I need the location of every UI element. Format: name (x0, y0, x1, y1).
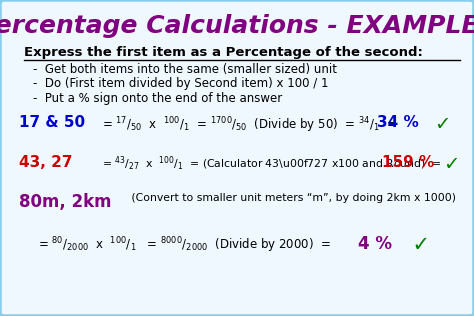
Text: Percentage Calculations - EXAMPLES: Percentage Calculations - EXAMPLES (0, 14, 474, 38)
Text: 4 %: 4 % (358, 235, 392, 253)
Text: ✓: ✓ (434, 115, 450, 134)
Text: 17 & 50: 17 & 50 (19, 115, 85, 130)
Text: -  Put a % sign onto the end of the answer: - Put a % sign onto the end of the answe… (33, 92, 283, 105)
Text: Express the first item as a Percentage of the second:: Express the first item as a Percentage o… (24, 46, 423, 59)
Text: = $^{43}/_{27}$  x  $^{100}/_{1}$  = (Calculator 43\u00f727 x100 and Round)  =: = $^{43}/_{27}$ x $^{100}/_{1}$ = (Calcu… (102, 155, 442, 173)
Text: 34 %: 34 % (377, 115, 419, 130)
Text: 159 %: 159 % (382, 155, 434, 170)
Text: = $^{17}/_{50}$  x  $^{100}/_{1}$  = $^{1700}/_{50}$  (Divide by 50)  = $^{34}/_: = $^{17}/_{50}$ x $^{100}/_{1}$ = $^{170… (102, 115, 397, 135)
Text: ✓: ✓ (443, 155, 460, 174)
Text: (Convert to smaller unit meters “m”, by doing 2km x 1000): (Convert to smaller unit meters “m”, by … (121, 193, 456, 203)
Text: 80m, 2km: 80m, 2km (19, 193, 111, 211)
Text: = $^{80}/_{2000}$  x  $^{100}/_{1}$   = $^{8000}/_{2000}$  (Divide by 2000)  =: = $^{80}/_{2000}$ x $^{100}/_{1}$ = $^{8… (38, 235, 331, 255)
Text: -  Get both items into the same (smaller sized) unit: - Get both items into the same (smaller … (33, 63, 337, 76)
Text: 43, 27: 43, 27 (19, 155, 73, 170)
Text: -  Do (First item divided by Second item) x 100 / 1: - Do (First item divided by Second item)… (33, 77, 328, 90)
Text: ✓: ✓ (398, 235, 430, 255)
